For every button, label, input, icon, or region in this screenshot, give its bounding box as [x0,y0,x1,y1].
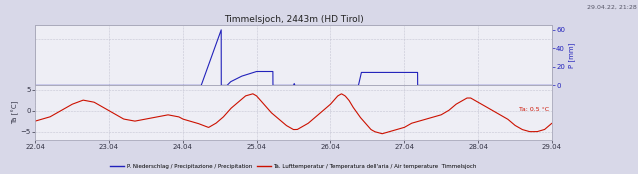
Text: Ta: 0.5 °C: Ta: 0.5 °C [519,107,549,112]
Y-axis label: P [mm]: P [mm] [568,43,575,68]
Title: Timmelsjoch, 2443m (HD Tirol): Timmelsjoch, 2443m (HD Tirol) [223,15,364,25]
Y-axis label: Ta [°C]: Ta [°C] [12,101,19,124]
Text: 29.04.22, 21:28: 29.04.22, 21:28 [587,5,637,10]
Legend: P. Niederschlag / Precipitazione / Precipitation, Ta. Lufttemperatur / Temperatu: P. Niederschlag / Precipitazione / Preci… [108,162,479,171]
